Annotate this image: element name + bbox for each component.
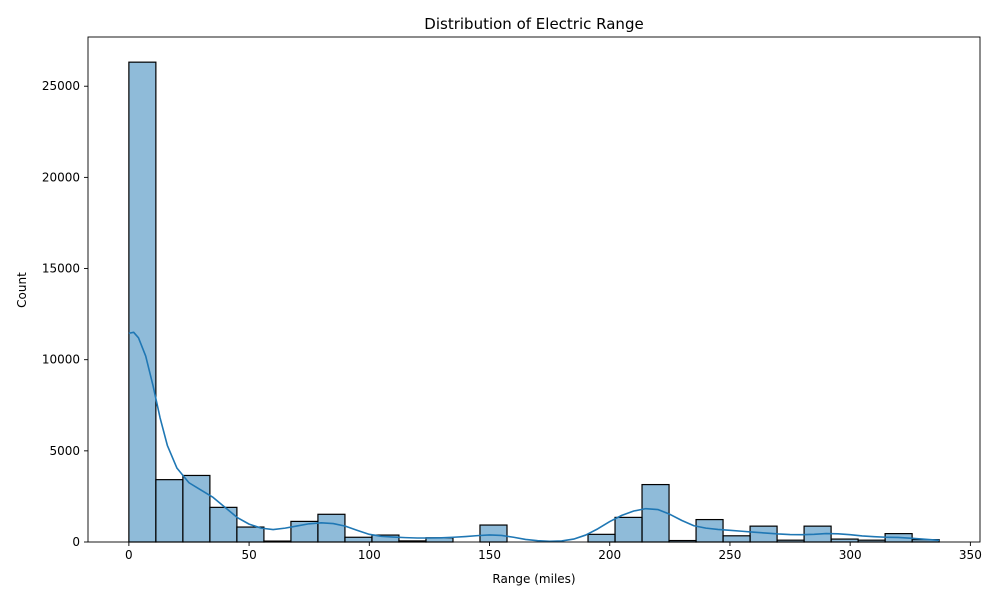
y-axis-label: Count [15,272,29,308]
histogram-bar-8 [344,536,373,543]
x-tick-label: 250 [718,548,741,562]
histogram-bar-17 [587,533,616,543]
x-tick-label: 350 [959,548,982,562]
histogram-bar-1 [155,479,184,543]
plot-frame [87,36,981,543]
chart-title: Distribution of Electric Range [424,15,643,33]
histogram-bar-7 [317,513,346,543]
y-tick-label: 25000 [42,79,80,93]
histogram-bar-3 [209,506,238,543]
histogram-bar-19 [641,483,670,543]
axes-layer: 0 50 100 150 200 250 300 350 0 5000 10000 15000 2000… [42,36,982,562]
y-tick-label: 15000 [42,262,80,276]
y-tick-label: 10000 [42,353,80,367]
histogram-bar-21 [695,518,724,543]
x-axis-label: Range (miles) [492,572,575,586]
histogram-bar-18 [614,516,643,543]
histogram-bar-2 [182,474,211,543]
kde-curve-line [128,331,940,543]
histogram-bar-22 [722,535,751,543]
y-tick-label: 20000 [42,170,80,184]
bars-layer [128,61,940,543]
x-tick-label: 150 [478,548,501,562]
histogram-bar-0 [128,61,157,543]
y-tick-label: 5000 [49,444,80,458]
histogram-bar-13 [479,524,508,543]
x-tick-label: 0 [125,548,133,562]
x-tick-label: 200 [598,548,621,562]
histogram-bar-4 [236,526,265,543]
kde-layer [128,331,940,543]
y-tick-label: 0 [72,535,80,549]
x-tick-label: 300 [839,548,862,562]
x-tick-label: 50 [241,548,256,562]
x-tick-label: 100 [358,548,381,562]
